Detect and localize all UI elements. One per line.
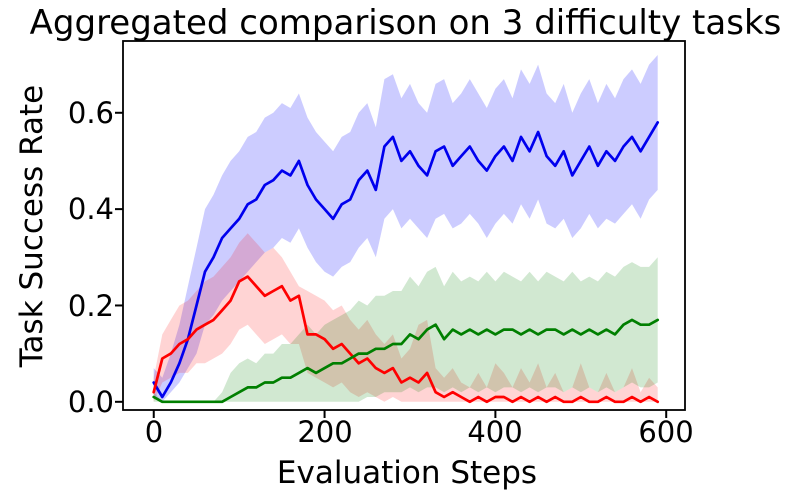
x-axis-label: Evaluation Steps [276,455,538,491]
blue-series-band [153,55,658,402]
red-series-line [152,275,660,404]
x-tick-label: 600 [638,415,694,449]
blue-series-line [152,121,660,399]
x-tick-label: 0 [144,415,164,449]
axes-spines [122,40,686,411]
y-tick-label: 0.2 [67,289,114,323]
y-tick-label: 0.4 [67,192,114,226]
y-tick-label: 0.0 [67,385,114,419]
chart-title: Aggregated comparison on 3 difficulty ta… [29,3,782,43]
x-tick-label: 200 [297,415,353,449]
green-series-band [153,257,658,402]
red-series-band [153,233,658,402]
x-tick-label: 400 [467,415,523,449]
green-series-line [152,318,660,404]
y-tick-label: 0.6 [67,96,114,130]
